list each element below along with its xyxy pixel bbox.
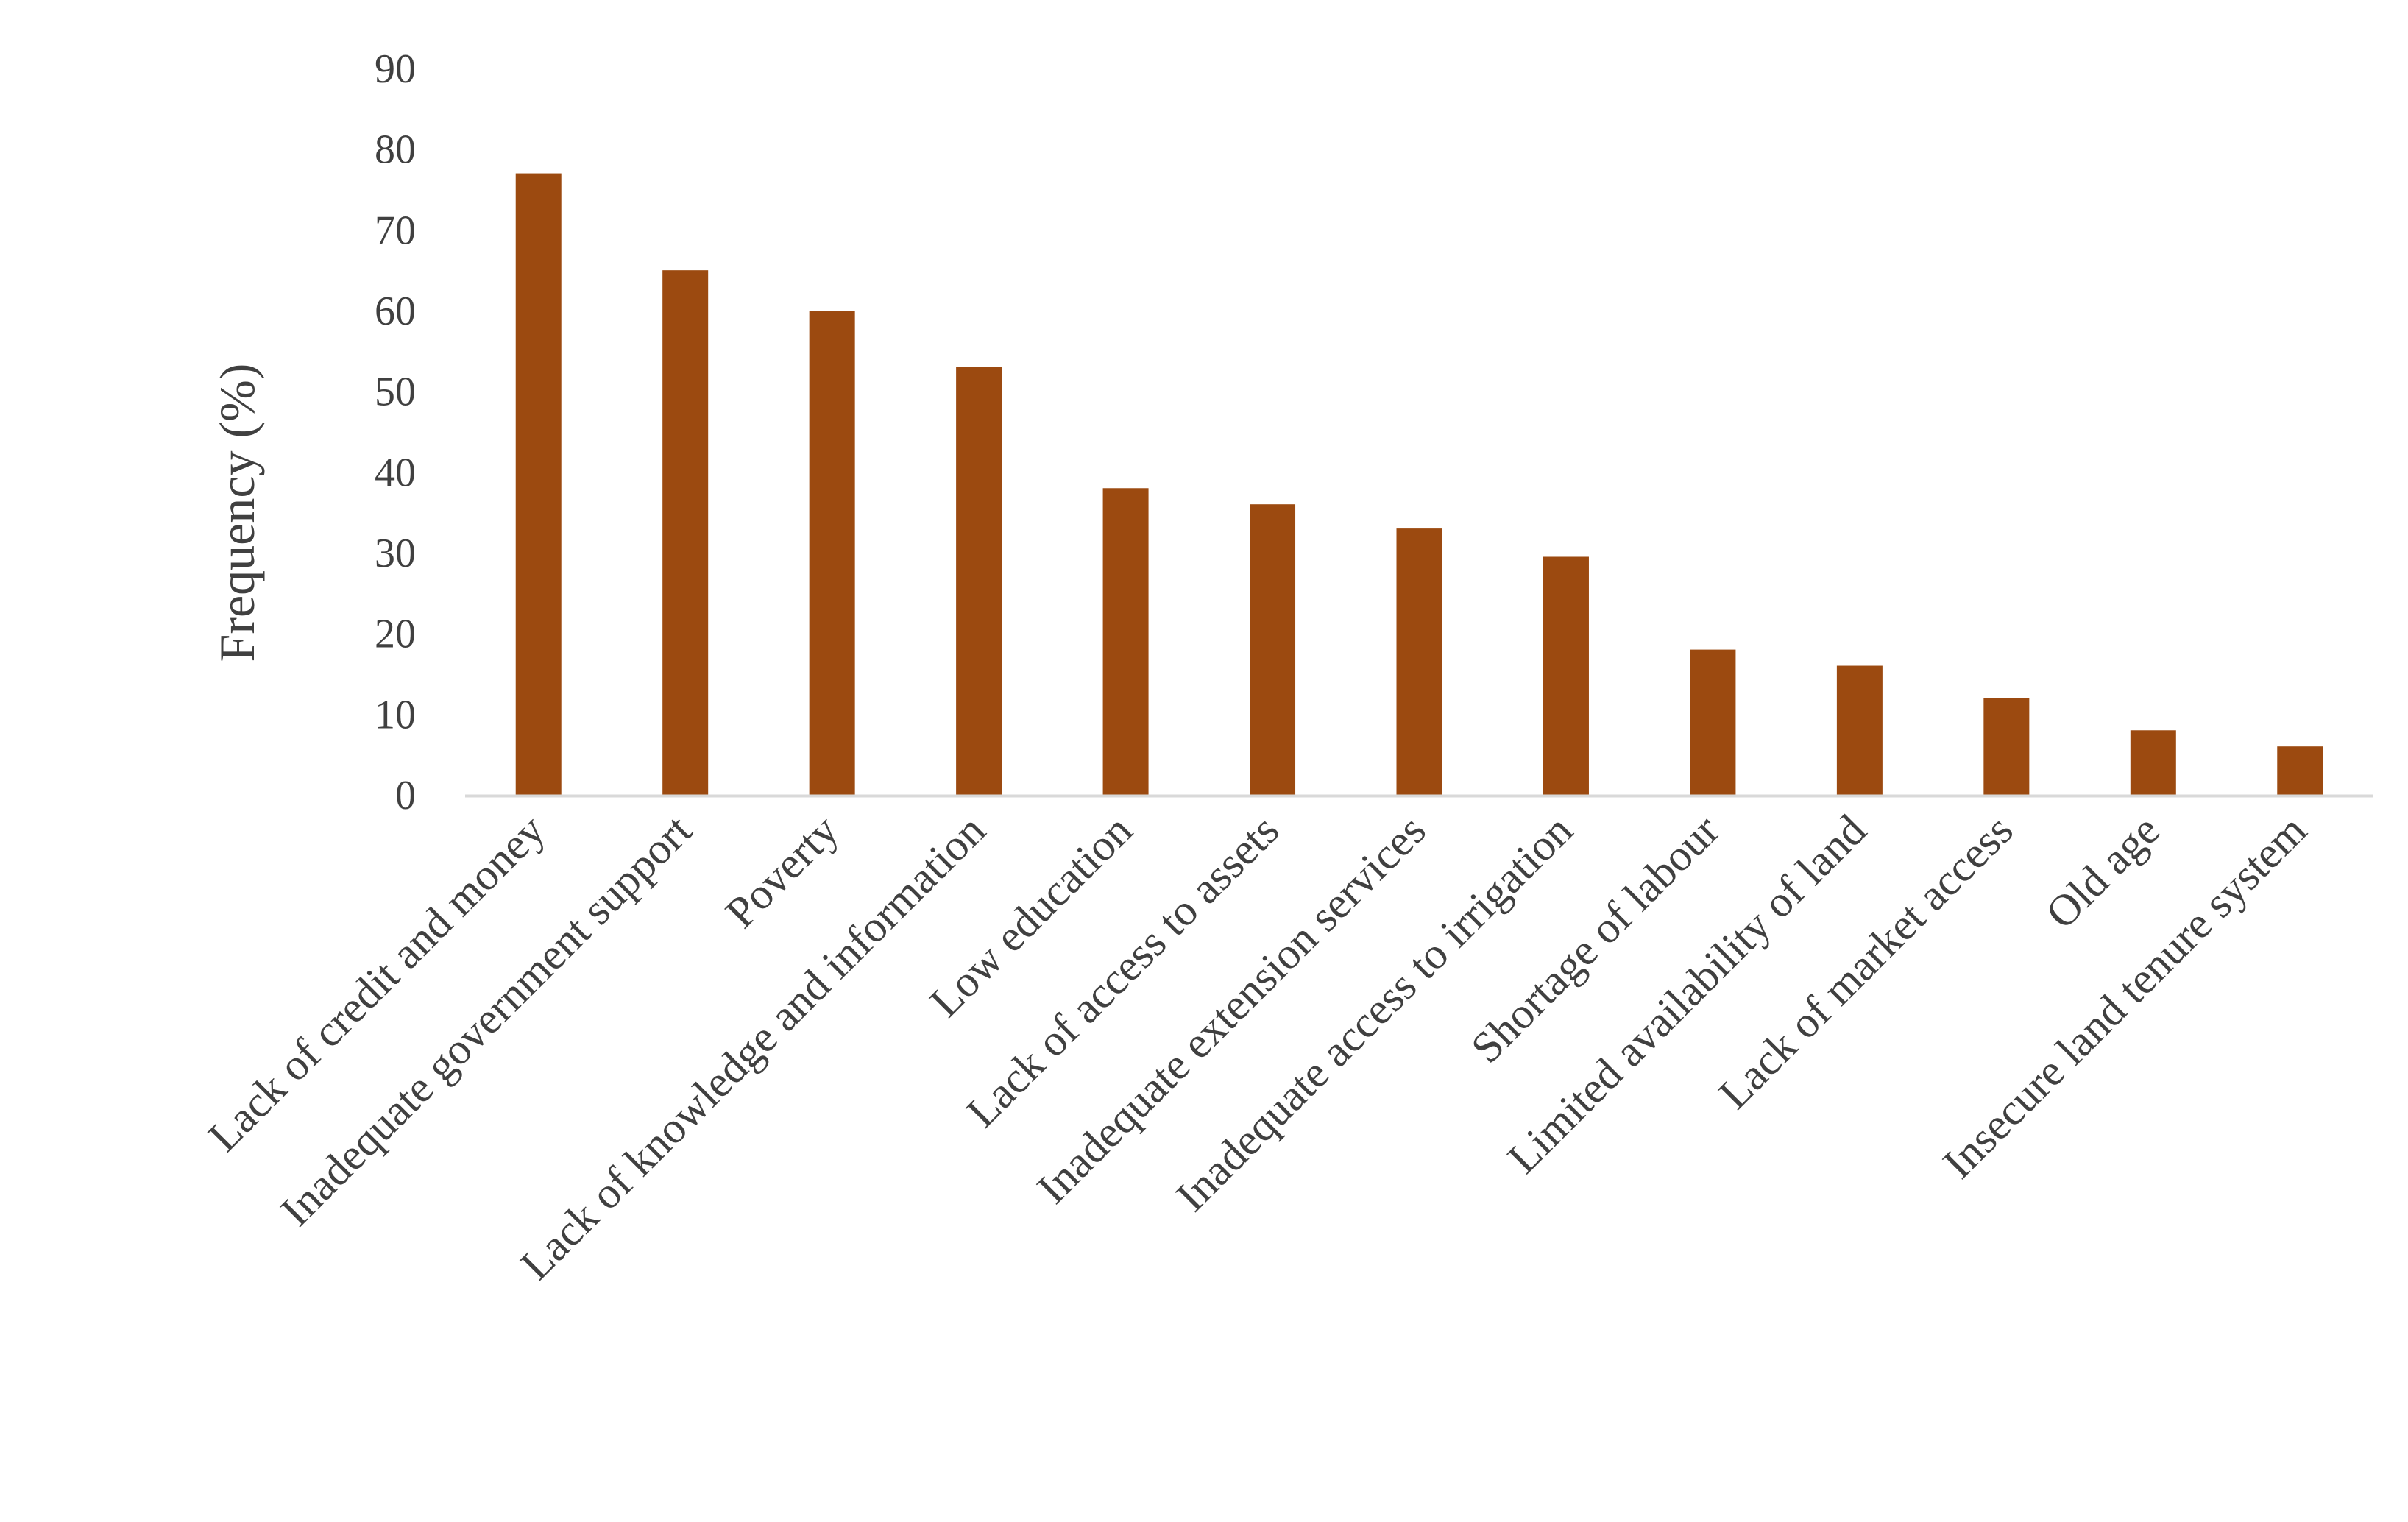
y-tick-label: 40 [375,450,416,495]
y-tick-label: 30 [375,531,416,576]
x-category-label: Lack of market access [1710,806,2022,1119]
y-axis-title: Frequency (%) [209,364,265,662]
bar [1690,649,1736,795]
x-category-label: Old age [2036,806,2169,938]
x-category-label: Shortage of labour [1462,806,1728,1072]
y-tick-label: 60 [375,289,416,334]
y-tick-label: 80 [375,127,416,173]
bar [1543,556,1589,795]
bar [2277,746,2323,795]
bar [1836,665,1883,795]
bar [2130,730,2176,795]
bar [1983,698,2030,795]
bar [515,173,562,796]
y-tick-label: 0 [395,773,416,818]
bar [662,270,709,796]
y-tick-label: 10 [375,692,416,737]
y-tick-label: 50 [375,369,416,415]
y-tick-label: 20 [375,612,416,657]
bar [956,367,1002,795]
y-tick-label: 90 [375,46,416,92]
bars [515,173,2323,796]
x-category-label: Poverty [716,806,848,938]
y-tick-label: 70 [375,208,416,253]
bar [809,311,855,795]
bar [1250,504,1296,795]
bar [1102,488,1149,795]
y-axis-ticks: 0 10 20 30 40 50 60 70 80 90 [375,46,416,818]
bar [1396,528,1442,795]
